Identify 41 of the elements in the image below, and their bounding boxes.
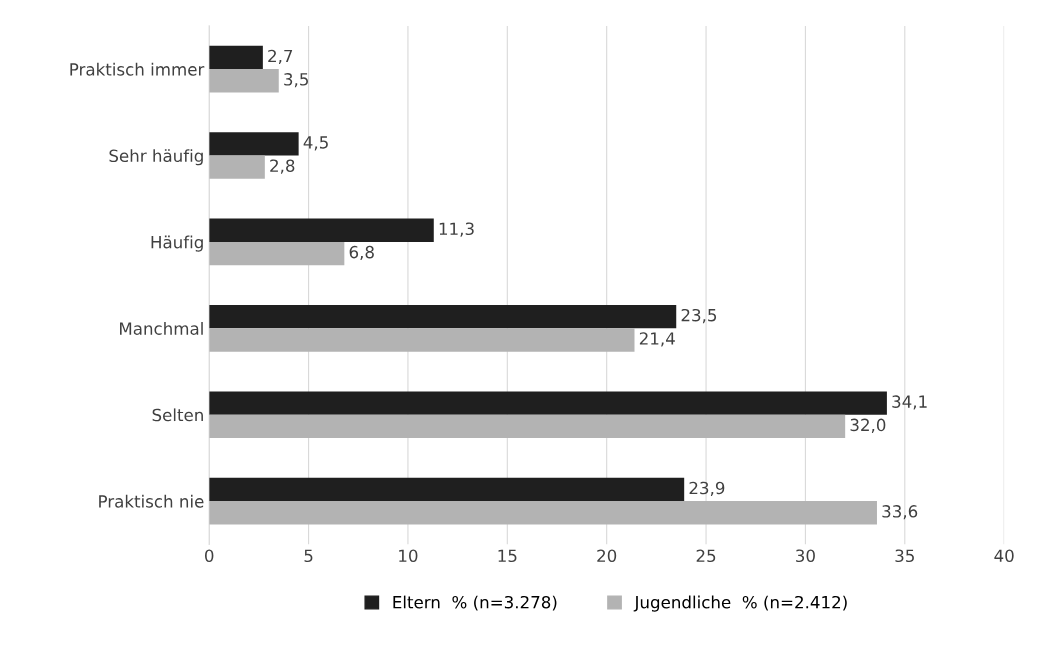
data-label: 32,0 — [850, 418, 886, 433]
y-tick-label: Praktisch nie — [99, 494, 204, 508]
bar — [209, 241, 345, 266]
y-tick-label: Selten — [152, 408, 203, 422]
bar — [209, 391, 887, 415]
x-tick-label: 0 — [205, 549, 214, 563]
bar — [209, 69, 279, 93]
legend-label: Eltern % (n=3.278) — [393, 595, 557, 611]
data-label: 6,8 — [349, 245, 374, 261]
x-tick-label: 35 — [895, 549, 914, 563]
y-tick-label: Manchmal — [120, 321, 203, 335]
x-tick-label: 30 — [796, 549, 815, 563]
x-tick-label: 10 — [399, 549, 418, 563]
bar — [209, 414, 846, 439]
bar — [209, 304, 677, 329]
data-label: 4,5 — [303, 136, 328, 151]
y-tick-label: Häufig — [151, 235, 203, 252]
bar — [209, 155, 265, 179]
bar — [209, 132, 299, 156]
data-label: 2,8 — [270, 159, 295, 174]
data-label: 23,5 — [681, 308, 717, 324]
y-tick-label: Praktisch immer — [70, 62, 205, 76]
data-label: 3,5 — [284, 73, 308, 88]
x-tick-label: 40 — [994, 549, 1014, 563]
bar — [209, 501, 877, 525]
legend-label: Jugendliche % (n=2.412) — [633, 595, 847, 612]
y-tick-label: Sehr häufig — [109, 149, 203, 166]
bar — [209, 328, 635, 352]
data-label: 2,7 — [268, 49, 293, 64]
x-tick-label: 15 — [498, 549, 517, 563]
data-label: 23,9 — [689, 481, 725, 496]
x-tick-label: 5 — [304, 549, 313, 563]
x-tick-label: 20 — [597, 549, 617, 563]
x-tick-label: 25 — [696, 549, 716, 563]
data-label: 11,3 — [439, 222, 474, 237]
bar — [209, 45, 263, 70]
bar — [209, 477, 685, 502]
data-label: 34,1 — [892, 395, 927, 410]
data-label: 21,4 — [639, 332, 675, 347]
bar — [209, 218, 434, 242]
data-label: 33,6 — [882, 505, 918, 520]
